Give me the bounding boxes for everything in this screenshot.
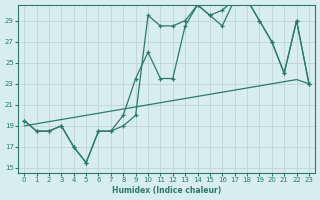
- X-axis label: Humidex (Indice chaleur): Humidex (Indice chaleur): [112, 186, 221, 195]
